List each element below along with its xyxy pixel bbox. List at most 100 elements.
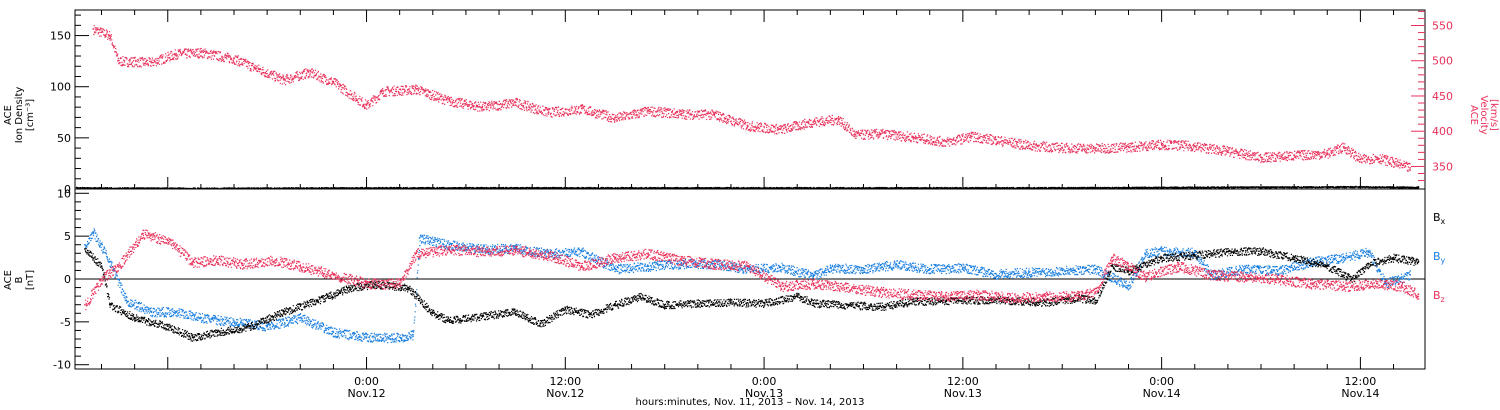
data-point — [412, 333, 414, 336]
data-point — [995, 272, 997, 275]
data-point — [796, 295, 799, 298]
data-point — [415, 88, 418, 90]
series-markers — [76, 185, 1420, 190]
data-point — [1193, 254, 1196, 256]
data-point — [1094, 299, 1097, 302]
data-point — [696, 186, 699, 189]
data-point — [1409, 166, 1411, 169]
b-tick-label: 10 — [57, 187, 71, 200]
bx-markers — [84, 247, 1420, 342]
data-point — [763, 302, 765, 304]
data-point — [282, 310, 285, 313]
data-point — [150, 61, 153, 64]
data-point — [117, 59, 119, 62]
top-left-axis: 0 50 100 150 — [50, 14, 89, 196]
data-point — [398, 336, 401, 339]
data-point — [274, 259, 277, 262]
data-point — [879, 132, 881, 135]
data-point — [1243, 267, 1246, 270]
data-point — [812, 282, 815, 285]
data-point — [1193, 251, 1196, 254]
data-point — [614, 256, 616, 259]
data-point — [1094, 267, 1097, 270]
data-point — [481, 105, 484, 108]
data-point — [1351, 278, 1354, 280]
data-point — [216, 259, 219, 262]
data-point — [315, 299, 318, 302]
bx-points — [84, 247, 1420, 342]
data-point — [614, 116, 616, 119]
data-point — [995, 138, 997, 141]
data-point — [1276, 278, 1279, 280]
data-point — [84, 243, 86, 246]
data-point — [175, 52, 177, 55]
data-point — [713, 262, 716, 265]
data-point — [1177, 265, 1180, 268]
density-tick-label: 0 — [64, 183, 71, 196]
x-tick-time-label: 12:00 — [1345, 375, 1377, 388]
data-point — [1326, 265, 1329, 268]
density-ylabel-line3: [cm⁻³] — [25, 99, 36, 131]
data-point — [299, 265, 302, 268]
density-velocity-panel: 0 50 100 150 350 400 450 500 550 ACE Ion Densit… — [3, 9, 1499, 196]
data-point — [142, 232, 144, 235]
series-markers — [93, 25, 1412, 172]
density-tick-label: 50 — [57, 132, 71, 145]
x-tick-date-label: Nov.12 — [546, 387, 584, 400]
data-point — [1409, 273, 1411, 276]
data-point — [647, 109, 650, 112]
data-point — [108, 260, 111, 263]
data-point — [1028, 144, 1031, 147]
density-ylabel-line1: ACE — [3, 105, 14, 125]
data-point — [1376, 156, 1378, 159]
data-point — [175, 310, 177, 313]
x-tick-time-label: 12:00 — [549, 375, 581, 388]
legend-subscript: z — [1441, 295, 1445, 304]
series-points — [75, 185, 1420, 190]
data-point — [191, 336, 194, 339]
data-point — [108, 34, 111, 37]
data-point — [1044, 301, 1047, 304]
data-point — [282, 78, 285, 81]
data-point — [978, 293, 981, 296]
data-point — [1417, 293, 1420, 296]
data-point — [233, 57, 235, 60]
data-point — [1193, 145, 1196, 147]
data-point — [365, 336, 368, 339]
data-point — [1293, 256, 1296, 259]
velocity-tick-label: 450 — [1432, 90, 1453, 103]
by-markers — [84, 228, 1411, 344]
density-ylabel-line2: Ion Density — [14, 87, 25, 144]
b-ylabel-line3: [nT] — [25, 270, 36, 290]
data-point — [961, 266, 964, 269]
data-point — [547, 254, 550, 256]
data-point — [862, 186, 865, 189]
data-point — [779, 284, 782, 287]
data-point — [580, 250, 583, 253]
bz-points — [84, 229, 1420, 311]
data-point — [663, 303, 666, 306]
data-point — [257, 68, 260, 71]
data-point — [1077, 295, 1080, 298]
density-tick-label: 150 — [50, 30, 71, 43]
data-point — [862, 267, 865, 270]
data-point — [1144, 252, 1146, 255]
data-point — [398, 282, 401, 285]
data-point — [1243, 275, 1246, 278]
data-point — [1359, 185, 1362, 188]
data-point — [696, 302, 699, 304]
data-point — [730, 301, 732, 304]
data-point — [928, 267, 931, 270]
data-point — [647, 265, 650, 268]
velocity-ylabel-line2: Velocity — [1478, 95, 1489, 134]
data-point — [1061, 146, 1064, 149]
data-point — [1309, 260, 1312, 263]
legend-subscript: x — [1441, 217, 1446, 226]
data-point — [837, 118, 840, 121]
legend-bz: Bz — [1433, 289, 1445, 304]
data-point — [945, 299, 948, 302]
data-point — [879, 305, 881, 308]
top-x-axis — [101, 10, 1395, 189]
data-point — [945, 295, 948, 298]
